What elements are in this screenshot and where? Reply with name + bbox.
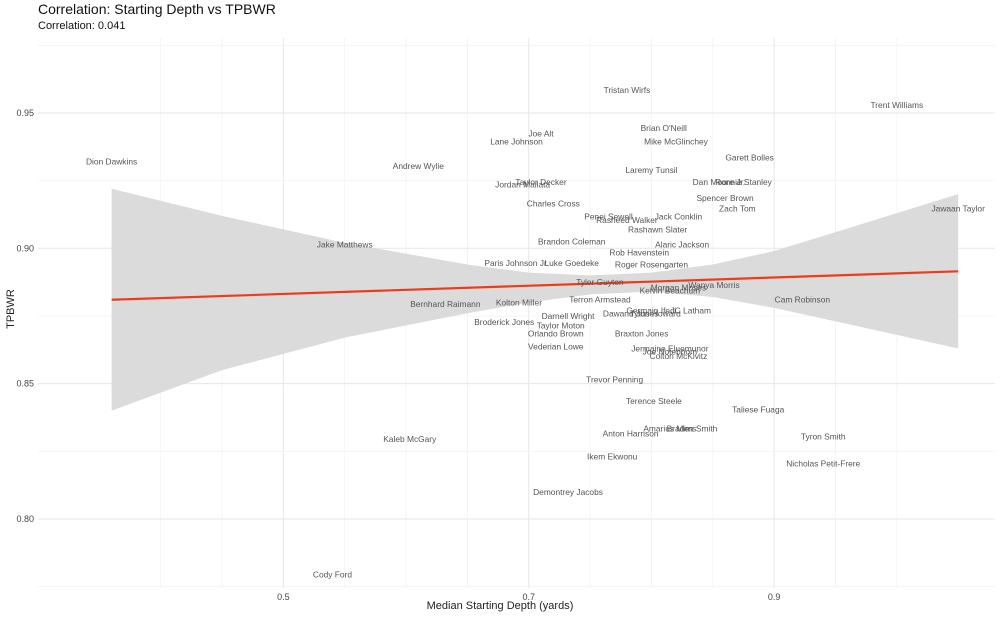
x-tick-label: 0.7 (523, 592, 536, 602)
point-label: Broderick Jones (474, 317, 534, 327)
point-label: Dawand Jones (603, 308, 658, 318)
point-label: Penei Sewell (584, 211, 633, 221)
y-tick-label: 0.95 (16, 108, 34, 118)
point-label: Demontrey Jacobs (533, 487, 603, 497)
point-label: Braden Smith (667, 423, 718, 433)
point-label: Tyron Smith (801, 431, 846, 441)
point-label: Cam Robinson (775, 295, 831, 305)
point-label: Jake Matthews (317, 239, 373, 249)
point-label: Trevor Penning (586, 375, 643, 385)
point-label: Alaric Jackson (655, 239, 709, 249)
point-label: Germain Ifedi (626, 306, 676, 316)
point-label: Charles Cross (527, 199, 580, 209)
y-tick-label: 0.90 (16, 243, 34, 253)
point-label: Wanya Morris (688, 280, 739, 290)
point-label: Morgan Moses (651, 283, 706, 293)
point-label: Rob Havenstein (609, 247, 669, 257)
point-label: Spencer Brown (696, 193, 754, 203)
point-label: Colton McKivitz (650, 351, 708, 361)
point-label: Cody Ford (313, 569, 352, 579)
point-label: Taylor Decker (515, 177, 566, 187)
trend-line (111, 270, 959, 301)
point-label: Luke Goedeke (544, 258, 599, 268)
point-label: Trent Williams (870, 100, 923, 110)
point-label: Dan Moore Jr. (693, 177, 746, 187)
point-label: Terence Steele (626, 396, 682, 406)
point-label: Terron Armstead (569, 295, 631, 305)
axis-ticks: 0.5 0.7 0.9 0.80 0.85 0.90 0.95 (16, 108, 780, 602)
point-label: Ronnie Stanley (715, 177, 773, 187)
point-label: Orlando Brown (528, 329, 584, 339)
point-label: Dion Dawkins (86, 157, 137, 167)
point-label: Roger Rosengarten (615, 260, 688, 270)
point-label: Laremy Tunsil (625, 165, 677, 175)
point-label: Tristan Wirfs (604, 85, 651, 95)
point-label: Joe Alt (528, 128, 554, 138)
point-label: Bernhard Raimann (410, 299, 481, 309)
point-label: Jawaan Taylor (931, 203, 985, 213)
point-label: Tytus Howard (630, 308, 682, 318)
point-label: Taliese Fuaga (732, 404, 784, 414)
x-tick-label: 0.5 (277, 592, 290, 602)
trend-line-group (111, 270, 959, 301)
point-label: Braxton Jones (615, 329, 669, 339)
x-tick-label: 0.9 (768, 592, 781, 602)
chart-title: Correlation: Starting Depth vs TPBWR (38, 1, 276, 17)
y-tick-label: 0.80 (16, 514, 34, 524)
point-label: Vederian Lowe (528, 341, 584, 351)
point-label: Brian O'Neill (641, 123, 687, 133)
point-label: Jermaine Eluemunor (631, 343, 708, 353)
point-label: Rashawn Slater (628, 224, 687, 234)
point-label: Mike McGlinchey (644, 136, 709, 146)
point-label: Brandon Coleman (538, 237, 606, 247)
point-label: Andrew Wylie (393, 161, 444, 171)
point-label: Garett Bolles (725, 153, 773, 163)
point-label: Jack Conklin (655, 211, 703, 221)
point-label: Paris Johnson Jr. (484, 258, 548, 268)
point-label: Lane Johnson (490, 136, 543, 146)
y-axis-label: TPBWR (5, 289, 17, 329)
point-label: Joe Noteboom (643, 347, 697, 357)
chart-subtitle: Correlation: 0.041 (38, 20, 126, 32)
point-label: JC Latham (670, 306, 711, 316)
confidence-band-group (111, 188, 959, 411)
point-label: Tyler Guyton (576, 277, 624, 287)
grid-lines (38, 38, 995, 588)
point-label: Darnell Wright (542, 311, 596, 321)
point-label: Kelvin Beachum (640, 285, 701, 295)
point-labels: Tristan Wirfs Trent Williams Brian O'Neill… (86, 85, 985, 579)
x-axis-label: Median Starting Depth (yards) (426, 600, 574, 612)
point-label: Anton Harrison (603, 429, 659, 439)
point-label: Rasheed Walker (596, 215, 658, 225)
point-label: Jordan Mailata (495, 180, 550, 190)
point-label: Nicholas Petit-Frere (786, 458, 860, 468)
point-label: Taylor Moton (537, 320, 585, 330)
y-tick-label: 0.85 (16, 379, 34, 389)
point-label: Amarius Mims (643, 423, 696, 433)
point-label: Zach Tom (719, 203, 756, 213)
point-label: Kaleb McGary (383, 434, 437, 444)
point-label: Ikem Ekwonu (587, 452, 638, 462)
point-label: Kolton Miller (496, 297, 542, 307)
confidence-band (111, 188, 959, 411)
